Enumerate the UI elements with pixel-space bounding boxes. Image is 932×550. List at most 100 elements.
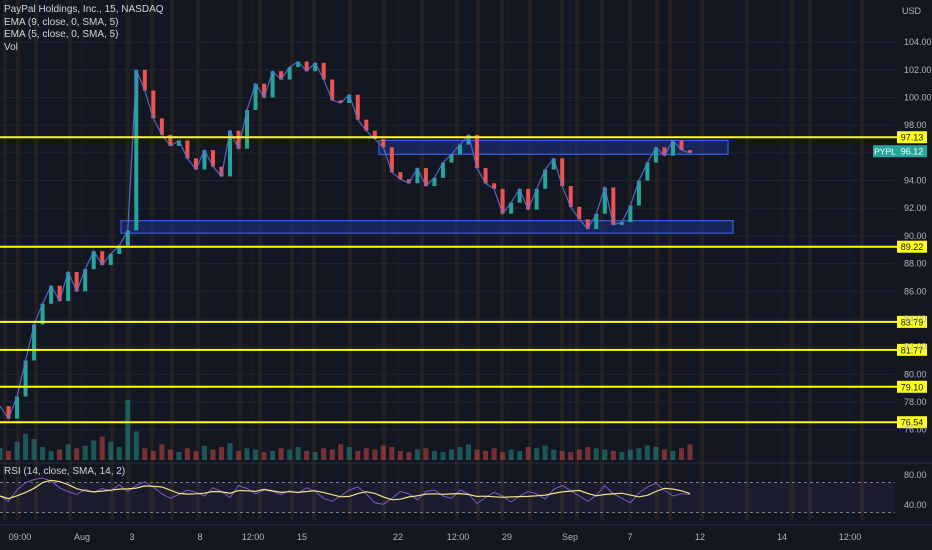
time-axis[interactable]: 09:00 Aug 3 8 12:00 15 22 12:00 29 Sep 7 12 14 12:00 — [0, 524, 932, 542]
price-series — [0, 60, 692, 420]
volume-bar — [304, 450, 310, 460]
price-candle — [517, 188, 522, 203]
x-tick-label: 3 — [129, 532, 134, 542]
indicator-volume[interactable]: Vol — [4, 41, 18, 53]
price-candle — [526, 188, 531, 210]
volume-bar — [627, 449, 633, 460]
volume-bar — [678, 448, 684, 460]
session-band — [808, 0, 812, 520]
symbol-title[interactable]: PayPal Holdings, Inc., 15, NASDAQ — [4, 4, 164, 15]
last-price-badge — [897, 145, 927, 158]
price-candle — [483, 168, 488, 184]
price-candle — [568, 186, 573, 207]
price-candle — [602, 187, 607, 214]
price-candle — [6, 406, 11, 419]
ema-line — [0, 60, 691, 420]
price-candle — [202, 150, 207, 170]
volume-bar — [653, 446, 659, 460]
price-candle — [475, 134, 480, 169]
price-candle — [500, 188, 505, 214]
price-candle — [168, 134, 173, 146]
volume-bar — [184, 448, 190, 460]
volume-bar — [491, 448, 497, 460]
price-candle — [449, 154, 454, 163]
price-candle — [585, 219, 590, 229]
price-candle — [398, 172, 403, 180]
price-candle — [66, 271, 71, 301]
session-band — [312, 0, 316, 520]
volume-bar — [99, 436, 105, 460]
session-band — [860, 0, 864, 520]
session-band — [68, 0, 72, 520]
price-candle — [296, 61, 301, 68]
session-band — [476, 0, 480, 520]
rsi-ma-line — [0, 479, 691, 501]
price-candle — [219, 166, 224, 177]
horizontal-levels[interactable]: 97.13 89.22 83.79 81.77 79.10 76.54 — [0, 131, 927, 429]
price-candle — [509, 202, 514, 214]
price-candle — [628, 205, 633, 223]
volume-bar — [125, 400, 131, 460]
x-tick-label: 12:00 — [839, 532, 862, 542]
volume-bar — [559, 450, 565, 460]
price-axis[interactable]: USD 76.00 78.00 80.00 82.00 84.00 86.00 88.00 9… — [902, 6, 932, 435]
price-candle — [577, 206, 582, 220]
volume-bar — [253, 449, 259, 460]
level-badge — [897, 315, 927, 328]
volume-bar — [244, 448, 250, 460]
volume-bar — [150, 450, 156, 460]
level-badge — [897, 131, 927, 144]
volume-bar — [133, 431, 139, 460]
volume-bar — [74, 448, 80, 460]
volume-bar — [346, 446, 352, 460]
session-band — [16, 0, 20, 520]
level-badge — [897, 380, 927, 393]
price-candle — [406, 179, 411, 184]
price-candle — [83, 269, 88, 292]
volume-bar — [380, 445, 386, 460]
volume-bar — [363, 448, 369, 460]
x-tick-label: 15 — [297, 532, 307, 542]
symbol-badge-label: PYPL — [874, 147, 896, 157]
price-candle — [287, 67, 292, 80]
level-badge — [897, 240, 927, 253]
symbol-badge — [873, 145, 897, 158]
volume-bar — [619, 452, 625, 460]
price-candle — [245, 109, 250, 149]
indicator-ema9[interactable]: EMA (9, close, 0, SMA, 5) — [4, 16, 119, 28]
volume-bar — [448, 449, 454, 460]
price-candle — [440, 162, 445, 178]
volume-bar — [210, 449, 216, 460]
volume-bar — [57, 449, 63, 460]
volume-bar — [116, 446, 122, 460]
price-candle — [279, 71, 284, 80]
price-candle — [100, 251, 105, 265]
level-label: 79.10 — [901, 382, 924, 392]
session-band — [745, 0, 749, 520]
volume-bar — [321, 448, 327, 460]
session-band — [668, 0, 672, 520]
level-label: 97.13 — [901, 133, 924, 143]
volume-bar — [227, 443, 233, 460]
volume-bar — [568, 452, 574, 460]
volume-bar — [261, 452, 267, 460]
price-candle — [670, 140, 675, 156]
volume-bar — [193, 450, 199, 460]
volume-bar — [65, 444, 71, 460]
level-badge — [897, 343, 927, 356]
price-candle — [49, 285, 54, 304]
price-candle — [551, 158, 556, 170]
zone-rect — [120, 220, 734, 234]
price-candle — [270, 71, 275, 98]
volume-bar — [329, 449, 335, 460]
rsi-tick-label: 40.00 — [904, 500, 927, 510]
rsi-legend[interactable]: RSI (14, close, SMA, 14, 2) — [4, 466, 126, 477]
price-candle — [253, 83, 258, 110]
indicator-ema5[interactable]: EMA (5, close, 0, SMA, 5) — [4, 29, 119, 40]
price-candle — [492, 183, 497, 189]
x-tick-label: Sep — [562, 532, 578, 542]
volume-bar — [525, 446, 531, 460]
price-candle — [304, 61, 309, 72]
price-candle — [423, 168, 428, 187]
